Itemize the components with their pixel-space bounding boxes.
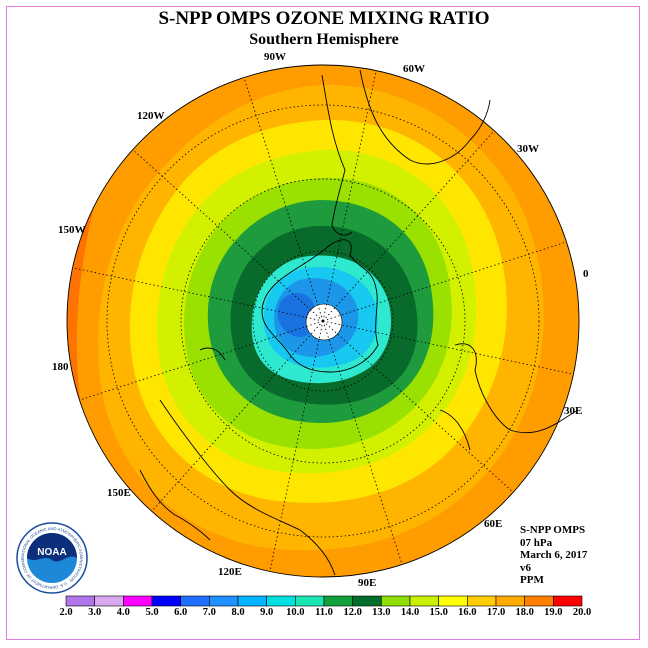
lon-label-0: 0	[583, 268, 589, 280]
colorbar-tick-label: 12.0	[343, 607, 362, 618]
colorbar-tick-label: 13.0	[372, 607, 391, 618]
lon-label-30w: 30W	[517, 143, 539, 155]
meridian-line	[269, 320, 324, 572]
figure-border	[6, 6, 640, 640]
info-block: S-NPP OMPS 07 hPa March 6, 2017 v6 PPM	[520, 524, 587, 587]
meridian-line	[322, 70, 377, 322]
ozone-field	[67, 65, 579, 577]
meridian-line	[132, 149, 324, 322]
lon-label-60e: 60E	[484, 518, 503, 530]
colorbar-tick-label: 4.0	[116, 607, 130, 618]
lon-label-120e: 120E	[218, 566, 242, 578]
coastline-south-america-east	[359, 69, 491, 165]
colorbar-tick-label: 6.0	[174, 607, 188, 618]
meridian-line	[243, 77, 324, 322]
coastlines	[139, 69, 579, 576]
meridian-line	[322, 130, 495, 322]
coastline-africa	[454, 343, 579, 434]
colorbar-tick-label: 8.0	[231, 607, 245, 618]
meridian-line	[151, 320, 324, 512]
info-instrument: S-NPP OMPS	[520, 524, 586, 536]
colorbar-tick-label: 5.0	[145, 607, 159, 618]
meridian-line	[322, 320, 574, 375]
lon-label-30e: 30E	[564, 405, 583, 417]
graticule	[72, 70, 574, 572]
colorbar-tick-label: 15.0	[429, 607, 448, 618]
colorbar-tick-label: 11.0	[315, 607, 333, 618]
lon-label-90e: 90E	[358, 577, 377, 589]
colorbar-tick-label: 19.0	[544, 607, 563, 618]
colorbar-tick-label: 3.0	[88, 607, 102, 618]
info-units: PPM	[520, 574, 544, 586]
lon-label-180: 180	[52, 361, 69, 373]
colorbar-tick-label: 17.0	[486, 607, 506, 618]
lon-label-150e: 150E	[107, 487, 131, 499]
meridian-line	[72, 267, 324, 322]
info-level: 07 hPa	[520, 536, 553, 549]
colorbar-tick-label: 16.0	[458, 607, 477, 618]
latitude-circle-70s	[252, 250, 394, 392]
coastline-new-zealand	[139, 469, 211, 541]
colorbar-tick-label: 18.0	[515, 607, 534, 618]
colorbar-tick-label: 7.0	[202, 607, 216, 618]
page-subtitle: Southern Hemisphere	[249, 31, 399, 48]
meridian-line	[322, 320, 514, 493]
coastline-antarctica	[261, 239, 379, 373]
coastline-madagascar	[439, 409, 471, 451]
coastline-south-america	[321, 74, 353, 236]
info-date: March 6, 2017	[520, 549, 588, 561]
lon-label-120w: 120W	[137, 110, 165, 122]
coastline-australia	[159, 399, 336, 576]
meridian-line	[79, 320, 324, 401]
meridians	[72, 70, 574, 572]
colorbar-tick-label: 2.0	[59, 607, 73, 618]
logo-text: NOAA	[37, 547, 66, 558]
colorbar-tick-label: 9.0	[260, 607, 274, 618]
page-title: S-NPP OMPS OZONE MIXING RATIO	[158, 8, 490, 29]
colorbar-tick-label: 20.0	[572, 607, 592, 618]
latitude-circle-50s	[180, 178, 466, 464]
logo-bird	[27, 533, 77, 562]
colorbar-tick-label: 14.0	[400, 607, 420, 618]
info-version: v6	[520, 561, 531, 574]
meridian-line	[322, 320, 403, 565]
lon-label-60w: 60W	[403, 63, 425, 75]
noaa-logo: NOAA NATIONAL OCEANIC AND ATMOSPHERIC AD…	[16, 522, 88, 594]
lon-label-150w: 150W	[58, 224, 86, 236]
map-outline	[66, 64, 580, 578]
colorbar-tick-label: 10.0	[286, 607, 305, 618]
lon-label-90w: 90W	[264, 51, 286, 63]
coastline-island	[199, 347, 226, 361]
meridian-line	[322, 241, 567, 322]
latitude-circle-30s	[106, 104, 540, 538]
